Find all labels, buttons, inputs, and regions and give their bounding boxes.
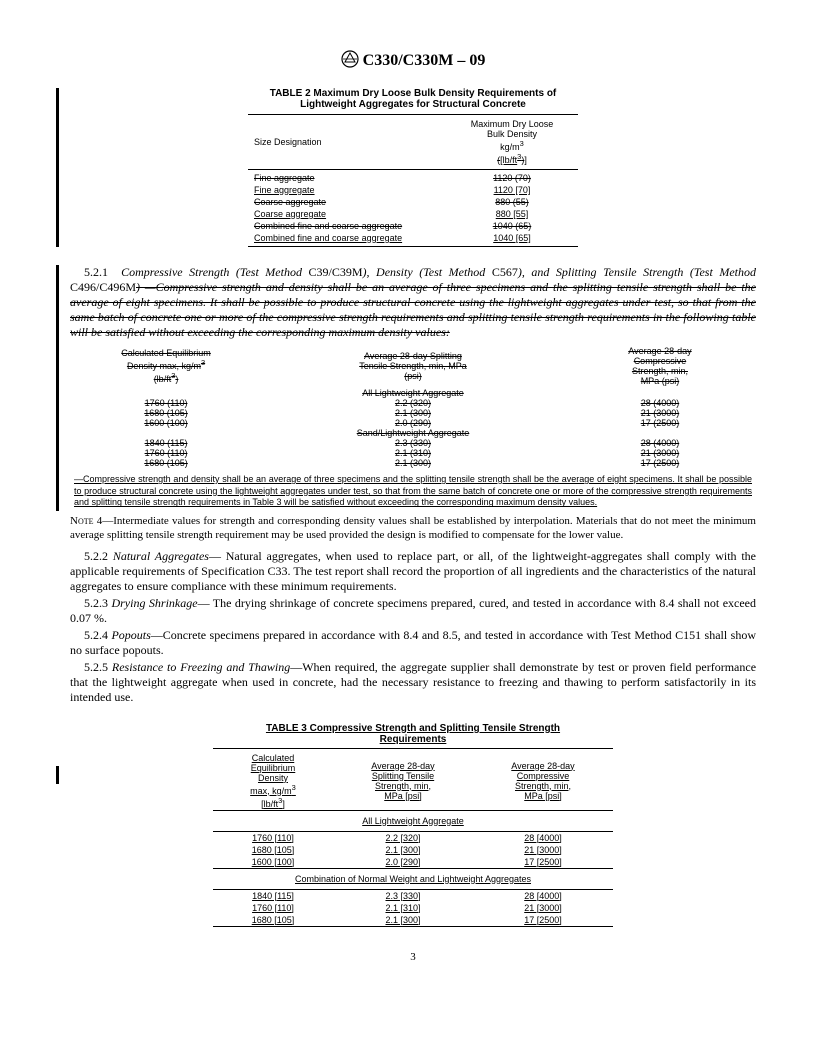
t2-r3a: Coarse aggregate [248,208,446,220]
t2-r5a: Combined fine and coarse aggregate [248,232,446,247]
p-5-2-5: 5.2.5 Resistance to Freezing and Thawing… [70,660,756,705]
table2: Size Designation Maximum Dry Loose Bulk … [248,114,578,247]
table3-title: TABLE 3 Compressive Strength and Splitti… [213,723,613,745]
t2-r3b: 880 [55] [446,208,578,220]
t2-r1a: Fine aggregate [248,184,446,196]
page-number: 3 [70,951,756,963]
t2-r0a: Fine aggregate [248,170,446,185]
p-5-2-2: 5.2.2 Natural Aggregates— Natural aggreg… [70,549,756,594]
underlined-amendment: —Compressive strength and density shall … [70,472,756,511]
p-5-2-4: 5.2.4 Popouts—Concrete specimens prepare… [70,628,756,658]
table2-col1: Size Designation [248,115,446,170]
t2-r2b: 880 (55) [446,196,578,208]
t2-r5b: 1040 [65] [446,232,578,247]
p-5-2-3: 5.2.3 Drying Shrinkage— The drying shrin… [70,596,756,626]
doc-header: C330/C330M – 09 [70,50,756,73]
astm-logo-icon [341,50,359,73]
t2-r1b: 1120 [70] [446,184,578,196]
table2-col2: Maximum Dry Loose Bulk Density kg/m3 ([l… [446,115,578,170]
table2-title: TABLE 2 Maximum Dry Loose Bulk Density R… [70,88,756,110]
t2-r2a: Coarse aggregate [248,196,446,208]
p-5-2-1-strike: ) —Compressive strength and density shal… [70,280,756,339]
p-5-2-1: 5.2.1 Compressive Strength (Test Method … [70,265,756,340]
struck-table: Calculated EquilibriumDensity max, kg/m3… [70,346,756,468]
revision-bar-icon [56,766,59,784]
doc-designation: C330/C330M – 09 [363,52,486,69]
t2-r0b: 1120 (70) [446,170,578,185]
table3: CalculatedEquilibriumDensitymax, kg/m3[l… [213,748,613,927]
t2-r4b: 1040 (65) [446,220,578,232]
page: C330/C330M – 09 TABLE 2 Maximum Dry Loos… [0,0,816,993]
note-4: Note 4—Intermediate values for strength … [70,515,756,543]
t2-r4a: Combined fine and coarse aggregate [248,220,446,232]
